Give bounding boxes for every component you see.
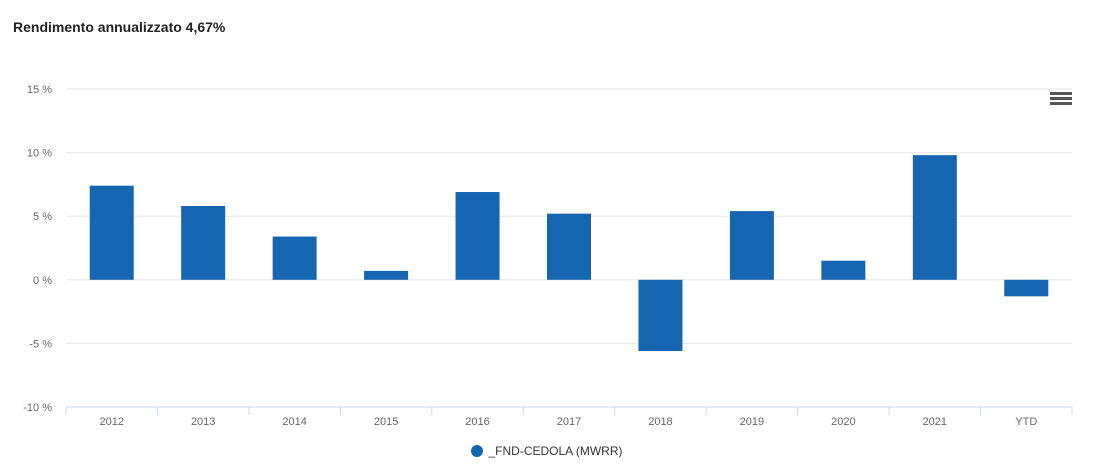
bar-2018: [638, 279, 683, 352]
x-tick-label: 2018: [648, 416, 672, 428]
y-tick-label: 0 %: [33, 275, 52, 287]
bar-2016: [455, 192, 500, 280]
y-tick-label: -10 %: [23, 402, 52, 414]
x-tick-label: YTD: [1015, 416, 1037, 428]
legend-item[interactable]: _FND-CEDOLA (MWRR): [0, 444, 1093, 458]
y-tick-label: 5 %: [33, 211, 52, 223]
bar-2015: [364, 270, 409, 280]
chart-title: Rendimento annualizzato 4,67%: [13, 19, 226, 35]
legend-marker: [470, 445, 483, 457]
y-tick-label: 10 %: [27, 148, 52, 160]
x-tick-label: 2012: [99, 416, 123, 428]
x-tick-label: 2016: [465, 416, 489, 428]
bar-2020: [821, 260, 866, 280]
x-tick-label: 2014: [282, 416, 306, 428]
x-tick-label: 2015: [374, 416, 398, 428]
y-tick-label: -5 %: [29, 338, 52, 350]
bar-2013: [181, 206, 226, 280]
x-tick-label: 2019: [740, 416, 764, 428]
x-tick-label: 2017: [557, 416, 581, 428]
x-tick-label: 2013: [191, 416, 215, 428]
hamburger-menu-icon[interactable]: [1050, 92, 1072, 110]
y-tick-label: 15 %: [27, 84, 52, 96]
bar-2017: [547, 213, 591, 280]
bar-2012: [89, 185, 134, 280]
x-tick-label: 2021: [923, 416, 947, 428]
bar-2019: [729, 211, 774, 280]
bar-ytd: [1004, 279, 1049, 297]
bar-2021: [912, 155, 957, 280]
legend-label: _FND-CEDOLA (MWRR): [488, 444, 623, 458]
x-tick-label: 2020: [831, 416, 855, 428]
bar-2014: [272, 236, 317, 280]
